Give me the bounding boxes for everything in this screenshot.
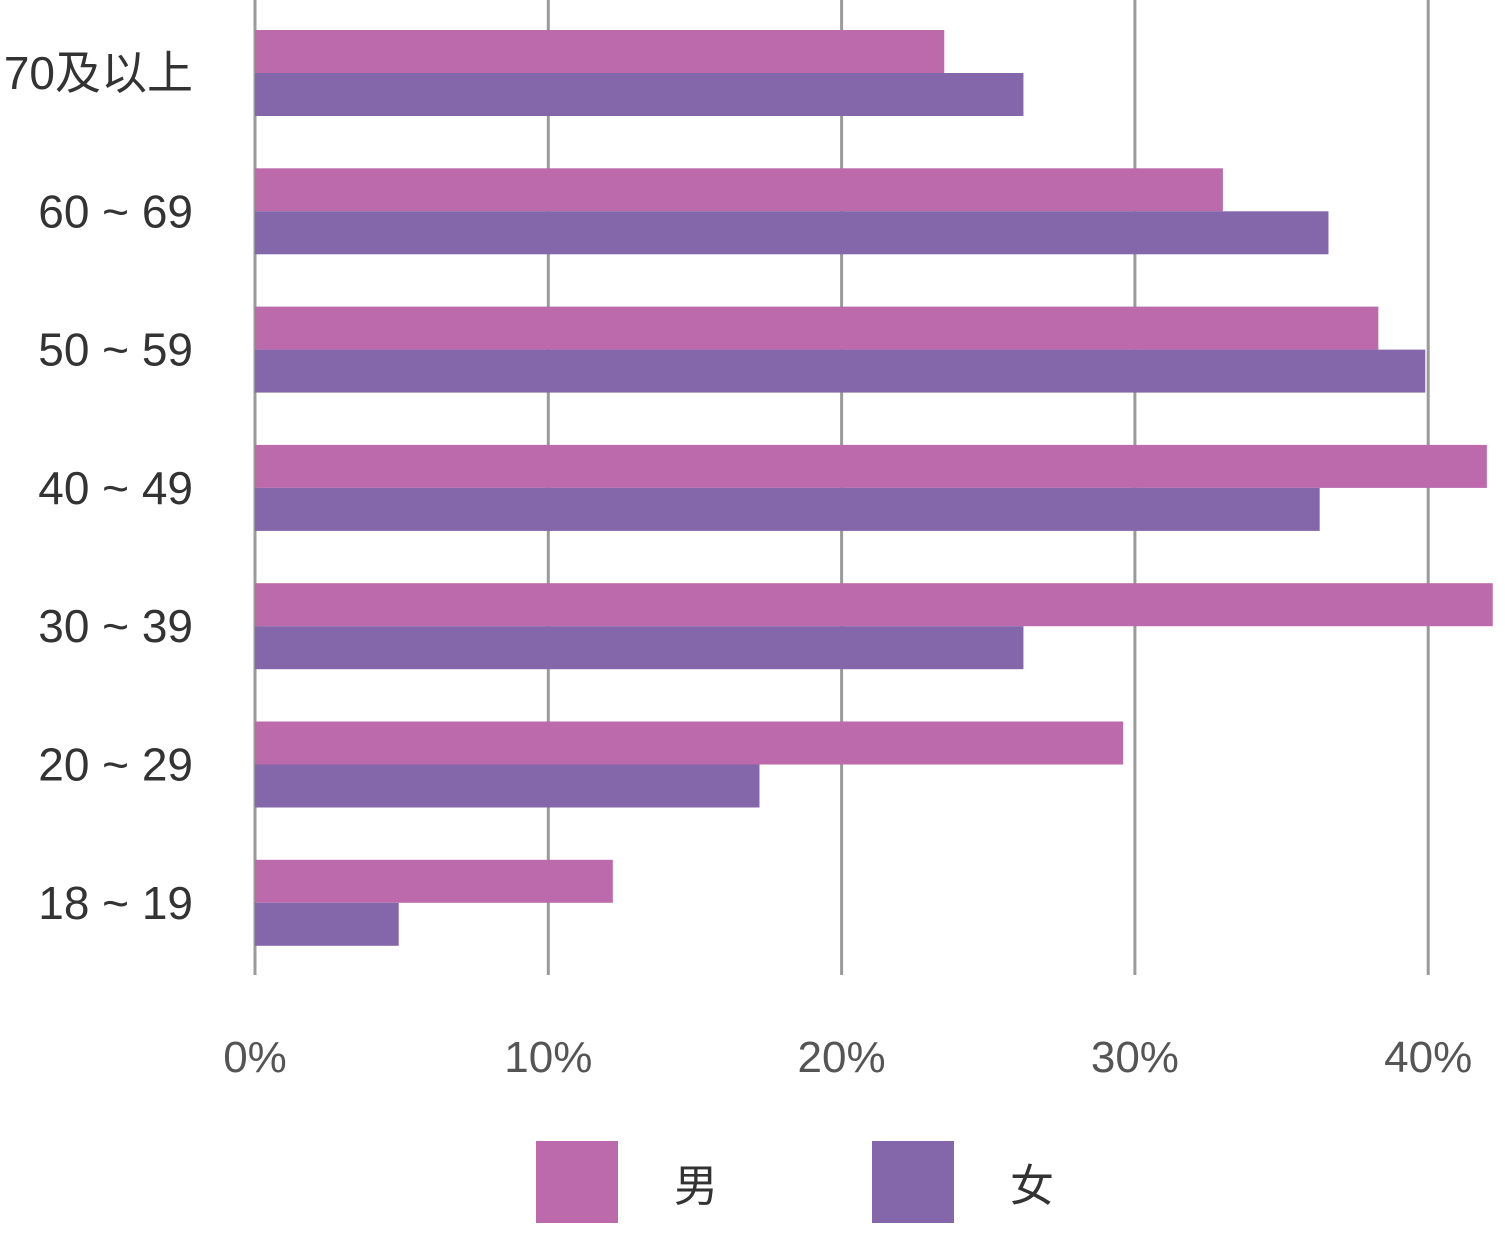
legend-label-male: 男 [674, 1161, 718, 1212]
bar-female [255, 902, 399, 946]
category-label: 60 ~ 69 [38, 185, 193, 237]
bar-female [255, 764, 760, 808]
bar-female [255, 211, 1329, 255]
legend-swatch-female [872, 1141, 954, 1223]
x-tick-label: 0% [223, 1033, 287, 1082]
bar-male [255, 30, 945, 73]
legend: 男 女 [0, 1140, 1505, 1230]
bars [255, 30, 1493, 946]
bar-male [255, 168, 1223, 212]
x-tick-label: 10% [504, 1033, 592, 1082]
x-tick-label: 20% [798, 1033, 886, 1082]
bar-male [255, 859, 613, 903]
category-labels: 70及以上 60 ~ 69 50 ~ 59 40 ~ 49 30 ~ 39 20 ~ 29… [4, 47, 193, 929]
category-label: 50 ~ 59 [38, 324, 193, 376]
legend-swatch-male [536, 1141, 618, 1223]
legend-item-male: 男 [536, 1140, 718, 1224]
bar-female [255, 626, 1024, 670]
bar-female [255, 349, 1426, 393]
bar-male [255, 583, 1493, 627]
category-label: 20 ~ 29 [38, 739, 193, 791]
x-tick-label: 40% [1384, 1033, 1472, 1082]
category-label: 40 ~ 49 [38, 462, 193, 514]
category-label: 30 ~ 39 [38, 600, 193, 652]
legend-item-female: 女 [872, 1140, 1054, 1224]
x-tick-label: 30% [1091, 1033, 1179, 1082]
category-label: 70及以上 [4, 47, 193, 99]
x-axis-tick-labels: 0% 10% 20% 30% 40% [223, 1033, 1472, 1082]
bar-male [255, 444, 1487, 488]
legend-label-female: 女 [1010, 1161, 1054, 1212]
bar-female [255, 73, 1024, 116]
bar-female [255, 487, 1320, 531]
category-label: 18 ~ 19 [38, 877, 193, 929]
bar-male [255, 721, 1124, 765]
bar-male [255, 306, 1379, 350]
